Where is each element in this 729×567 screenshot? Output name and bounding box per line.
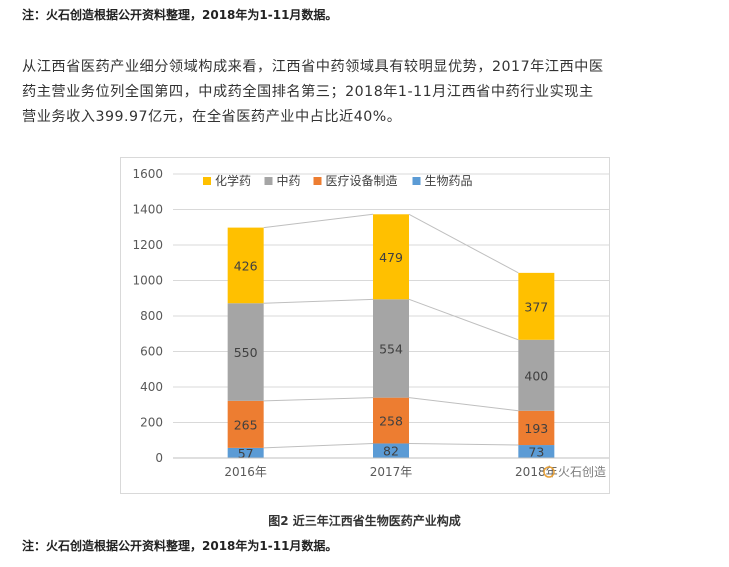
legend-label: 生物药品 <box>425 174 473 188</box>
note-top: 注：火石创造根据公开资料整理，2018年为1-11月数据。 <box>22 8 338 22</box>
data-label: 479 <box>379 250 403 265</box>
data-label: 82 <box>383 444 399 459</box>
y-tick-label: 1000 <box>132 274 163 288</box>
legend-swatch-化学药 <box>203 177 211 185</box>
y-tick-label: 0 <box>155 451 163 465</box>
data-label: 426 <box>234 258 258 273</box>
y-tick-label: 1600 <box>132 167 163 181</box>
y-tick-label: 1200 <box>132 238 163 252</box>
stacked-bar-chart: 0 200 400 600 800 1000 1200 1400 1600 57 265 550 426… <box>132 167 609 479</box>
legend-swatch-生物药品 <box>412 177 421 185</box>
series-line <box>263 213 374 229</box>
series-line <box>263 397 374 402</box>
bar-segment-化学药-2017年 <box>373 214 409 300</box>
bar-segment-生物药品-2018年 <box>518 445 555 458</box>
data-label: 400 <box>524 368 548 383</box>
legend-label: 中药 <box>277 173 301 188</box>
y-tick-label: 1400 <box>132 203 163 217</box>
data-label: 258 <box>379 414 403 429</box>
legend-swatch-中药 <box>264 177 273 185</box>
x-tick-label: 2017年 <box>370 465 413 479</box>
bar-segment-生物药品-2016年 <box>227 447 264 458</box>
figure-caption: 图2 近三年江西省生物医药产业构成 <box>268 514 461 528</box>
paragraph-line: 从江西省医药产业细分领域构成来看，江西省中药领域具有较明显优势，2017年江西中… <box>22 59 604 75</box>
bar-segment-中药-2016年 <box>227 303 264 401</box>
series-line <box>263 442 374 449</box>
series-line <box>408 397 519 412</box>
y-tick-label: 800 <box>140 309 163 323</box>
data-label: 73 <box>528 445 544 460</box>
bar-segment-医疗设备制造-2018年 <box>518 410 555 446</box>
x-tick-label: 2016年 <box>224 465 267 479</box>
legend-label: 医疗设备制造 <box>326 174 398 188</box>
bar-segment-化学药-2016年 <box>227 227 264 304</box>
x-tick-label: 2018年 <box>515 465 558 479</box>
bar-segment-医疗设备制造-2017年 <box>373 397 409 444</box>
series-line <box>408 213 519 274</box>
body-paragraph: 从江西省医药产业细分领域构成来看，江西省中药领域具有较明显优势，2017年江西中… <box>22 55 712 130</box>
series-line <box>408 298 519 341</box>
paragraph-line: 营业务收入399.97亿元，在全省医药产业中占比近40%。 <box>22 109 402 125</box>
chart-container: 0 200 400 600 800 1000 1200 1400 1600 57 265 550 426… <box>120 157 610 494</box>
data-label: 550 <box>234 345 258 360</box>
data-label: 57 <box>238 446 254 461</box>
y-tick-label: 400 <box>140 380 163 394</box>
y-tick-label: 600 <box>140 345 163 359</box>
bar-segment-生物药品-2017年 <box>373 443 409 458</box>
legend-label: 化学药 <box>215 173 251 188</box>
series-line <box>263 298 374 304</box>
series-line <box>408 442 519 446</box>
bar-segment-中药-2018年 <box>518 339 555 411</box>
data-label: 193 <box>524 421 548 436</box>
data-label: 554 <box>379 341 403 356</box>
paragraph-line: 药主营业务位列全国第四，中成药全国排名第三；2018年1-11月江西省中药行业实… <box>22 84 594 100</box>
data-label: 377 <box>524 299 548 314</box>
data-label: 265 <box>234 417 258 432</box>
watermark-text: 火石创造 <box>558 465 606 479</box>
legend-swatch-医疗设备制造 <box>313 177 322 185</box>
bar-segment-中药-2017年 <box>373 299 409 398</box>
bar-segment-医疗设备制造-2016年 <box>227 400 264 448</box>
watermark-logo-icon <box>543 466 555 478</box>
bar-segment-化学药-2018年 <box>518 272 555 340</box>
y-tick-label: 200 <box>140 416 163 430</box>
note-bottom: 注：火石创造根据公开资料整理，2018年为1-11月数据。 <box>22 539 338 553</box>
